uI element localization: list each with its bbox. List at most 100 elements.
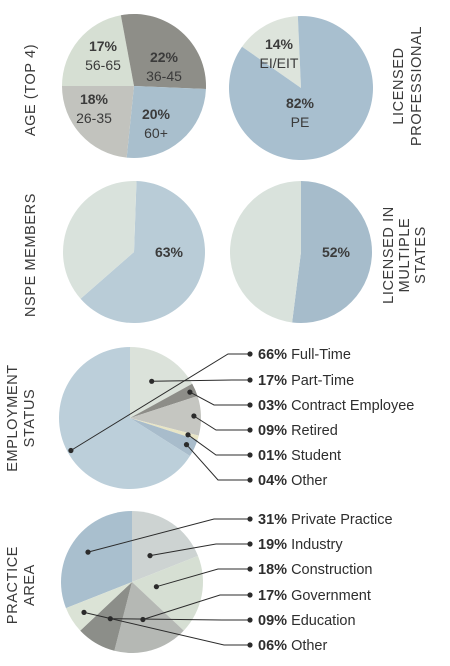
pie-2: 63% [62,180,205,323]
callout-line-5-2 [156,568,250,588]
callout-pct-4-1: 17% [258,373,291,389]
callout-pct-5-5: 06% [258,638,291,654]
licensed-professional-title-line-1: LICENSED [391,47,407,124]
pie-0-pct-0: 17% [89,38,118,54]
pie-5-slice-2 [132,555,203,631]
pie-1-slice-1 [228,16,373,161]
nspe-members-title: NSPE MEMBERS [23,193,39,317]
callout-dot-5-1 [147,553,153,559]
callout-end-5-5 [247,642,253,648]
pie-0-label-0: 56-65 [85,57,121,73]
pie-5 [61,511,203,654]
callout-label-4-0: Full-Time [291,347,351,363]
callout-text-5-1: 19% Industry [258,537,343,553]
callout-end-4-5 [247,477,253,483]
callout-text-4-1: 17% Part-Time [258,373,354,389]
pie-2-pct-0: 63% [155,244,184,260]
callout-end-5-2 [247,566,253,572]
callout-dot-4-0 [68,447,74,454]
callout-text-5-5: 06% Other [258,638,327,654]
licensed-professional-title-line-2: PROFESSIONAL [409,26,425,146]
multi-state-title-line-2: MULTIPLE [397,218,413,293]
callout-dot-4-4 [185,432,191,438]
pie-1-label-1: PE [291,114,310,130]
callout-text-5-2: 18% Construction [258,562,372,578]
pie-charts: 17% 56-65 22% 36-45 20% 60+ 18% 26-35 14% EI/EIT 8… [59,13,373,654]
callout-pct-5-1: 19% [258,537,291,553]
callout-line-5-4 [110,618,250,621]
pie-2-slice-1 [62,180,137,299]
multi-state-title-line-3: STATES [413,226,429,284]
age-chart-title: AGE (TOP 4) [23,44,39,136]
callout-end-5-3 [247,592,253,598]
pie-0-label-1: 36-45 [146,68,182,84]
callout-label-4-4: Student [291,448,341,464]
callout-dot-5-5 [81,609,87,616]
callout-dot-4-5 [183,442,190,448]
callout-line-4-4 [187,434,250,456]
pie-0-label-2: 60+ [144,125,168,141]
pie-0-slice-0 [62,15,134,87]
pie-0-pct-3: 18% [80,91,109,107]
callout-line-5-3 [142,594,250,620]
callout-dot-5-2 [153,584,159,590]
callout-label-5-3: Government [291,588,371,604]
pie-5-slice-1 [132,511,199,582]
pie-0-label-3: 26-35 [76,110,112,126]
callout-label-4-5: Other [291,473,327,489]
pie-4-slice-3 [130,396,202,436]
callout-text-5-3: 17% Government [258,588,371,604]
pie-0-pct-1: 22% [150,49,179,65]
callout-pct-5-0: 31% [258,512,291,528]
callout-line-5-1 [149,543,250,557]
callout-label-4-3: Retired [291,423,338,439]
callout-text-4-4: 01% Student [258,448,341,464]
callout-text-5-0: 31% Private Practice [258,512,393,528]
pie-5-slice-5 [65,582,132,631]
callout-label-5-2: Construction [291,562,372,578]
pie-1: 14% EI/EIT 82% PE [228,16,373,161]
callout-text-4-2: 03% Contract Employee [258,398,414,414]
pie-4-slice-2 [130,383,198,418]
callout-end-4-2 [247,402,253,408]
callout-line-4-3 [193,415,250,431]
pie-3-slice-0 [292,181,372,323]
pie-0: 17% 56-65 22% 36-45 20% 60+ 18% 26-35 [61,13,207,159]
callout-text-4-0: 66% Full-Time [258,347,351,363]
pie-5-slice-0 [61,511,132,609]
callout-end-4-3 [247,427,253,433]
callouts-5: 31% Private Practice 19% Industry 18% Cons… [81,512,393,654]
callout-pct-4-2: 03% [258,398,291,414]
pie-4-slice-1 [130,347,193,418]
callout-end-5-0 [247,516,253,522]
callout-pct-5-2: 18% [258,562,291,578]
callout-pct-4-5: 04% [258,473,291,489]
pie-1-slice-0 [242,16,301,88]
pie-4 [59,347,202,489]
callout-end-5-4 [247,617,253,623]
callout-label-4-1: Part-Time [291,373,354,389]
callout-label-5-5: Other [291,638,327,654]
practice-title-line-2: AREA [22,564,38,606]
callout-pct-5-4: 09% [258,613,291,629]
callout-text-5-4: 09% Education [258,613,356,629]
pie-2-slice-0 [80,181,205,323]
callout-line-5-5 [83,611,250,646]
pie-0-slice-1 [120,13,207,89]
callout-text-4-3: 09% Retired [258,423,338,439]
callout-pct-4-0: 66% [258,347,291,363]
callout-line-4-2 [189,391,250,406]
pie-3-slice-1 [229,181,301,323]
employment-title-line-2: STATUS [22,389,38,448]
callout-end-4-0 [247,351,253,357]
callout-dot-5-0 [85,549,91,555]
callout-dot-4-2 [187,389,193,395]
pie-1-label-0: EI/EIT [260,55,299,71]
callout-line-4-5 [186,444,250,481]
callout-label-4-2: Contract Employee [291,398,414,414]
callout-line-4-0 [70,353,250,451]
pie-4-slice-5 [130,418,198,457]
pie-0-pct-2: 20% [142,106,171,122]
